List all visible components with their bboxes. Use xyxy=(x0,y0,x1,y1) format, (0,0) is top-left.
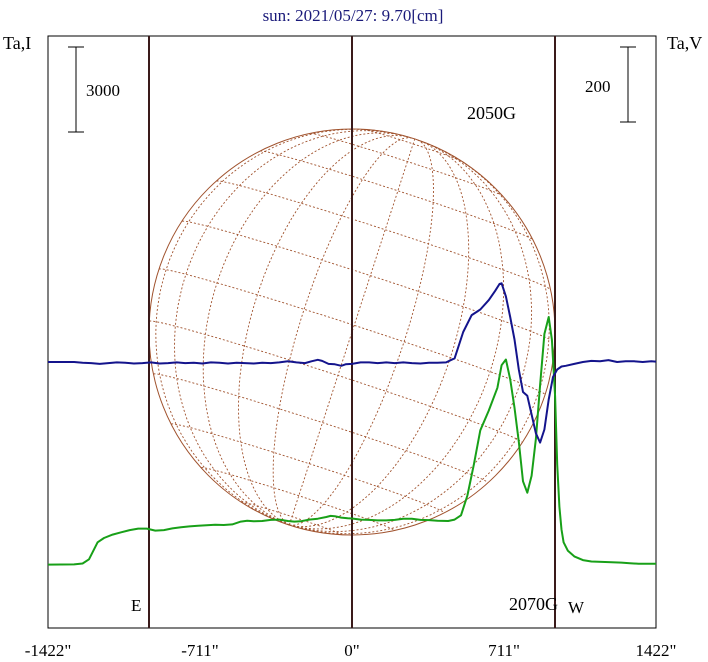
x-tick-label: 711" xyxy=(488,641,520,660)
chart-title: sun: 2021/05/27: 9.70[cm] xyxy=(263,6,444,25)
solar-grid-line xyxy=(289,139,434,526)
solar-grid-line xyxy=(202,132,408,526)
solar-grid-line xyxy=(363,128,463,162)
solar-grid-line xyxy=(241,501,342,535)
solar-grid-line xyxy=(289,150,550,535)
left-scale-bar xyxy=(68,46,84,133)
left-scale-bar-label: 3000 xyxy=(86,81,120,100)
east-marker: E xyxy=(131,596,141,615)
solar-grid-line xyxy=(149,320,523,443)
right-scale-bar xyxy=(620,46,636,123)
solar-grid-line xyxy=(182,220,555,343)
solar-grid-line xyxy=(153,373,489,484)
annotation-2070g: 2070G xyxy=(509,594,558,614)
solar-grid-line xyxy=(260,150,534,240)
solar-grid-line xyxy=(238,135,410,526)
solar-grid-line xyxy=(310,132,503,197)
series-line-intensity xyxy=(47,316,656,566)
x-tick-label: -711" xyxy=(181,641,218,660)
solar-grid-line xyxy=(289,144,533,533)
solar-grid-line xyxy=(174,130,398,526)
solar-grid-line xyxy=(289,140,505,530)
x-tick-label: 0" xyxy=(344,641,359,660)
solar-grid-line xyxy=(289,140,470,528)
west-marker: W xyxy=(568,598,585,617)
x-axis-ticks: -1422" -711" 0" 711" 1422" xyxy=(25,641,677,660)
solar-grid-line xyxy=(170,423,445,513)
solar-grid-line xyxy=(272,137,413,526)
right-axis-label: Ta,V xyxy=(667,33,702,53)
series-layer xyxy=(47,282,657,566)
left-axis-label: Ta,I xyxy=(3,33,31,53)
solar-grid-line xyxy=(216,180,551,290)
x-tick-label: -1422" xyxy=(25,641,72,660)
annotation-2050g: 2050G xyxy=(467,103,516,123)
series-line-polarization xyxy=(48,282,657,444)
right-scale-bar-label: 200 xyxy=(585,77,611,96)
x-tick-label: 1422" xyxy=(636,641,677,660)
